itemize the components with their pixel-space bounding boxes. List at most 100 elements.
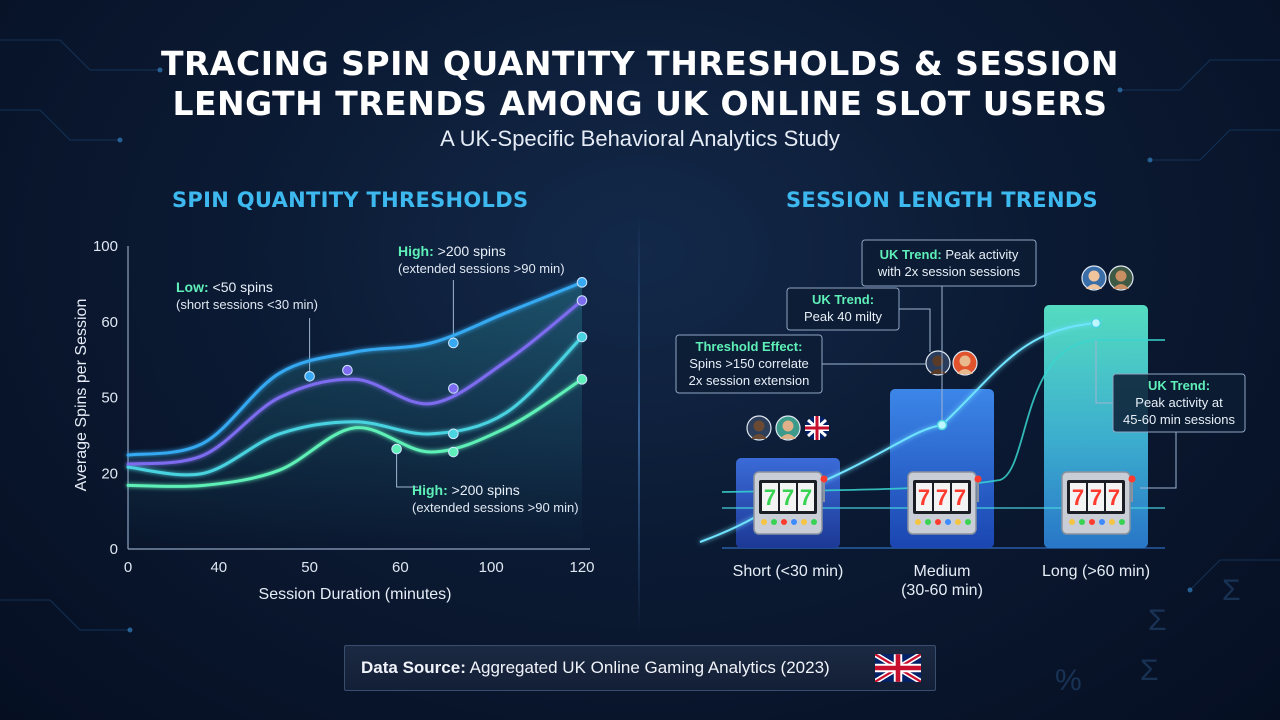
slot-button bbox=[791, 519, 797, 525]
slot-seven-glyph: 7 bbox=[800, 485, 812, 510]
data-point bbox=[304, 370, 315, 382]
annotation-bold: UK Trend: bbox=[812, 292, 874, 307]
data-source-label: Data Source: bbox=[361, 658, 466, 677]
slot-button bbox=[935, 519, 941, 525]
avatar-shoulders bbox=[780, 434, 796, 439]
avatar-head bbox=[959, 355, 971, 367]
annotation-label: High: >200 spins bbox=[398, 243, 506, 259]
annotation-bold: Low: bbox=[176, 279, 209, 295]
series-line-2 bbox=[126, 299, 584, 466]
annotation-bold: High: bbox=[398, 243, 434, 259]
data-point bbox=[391, 443, 402, 455]
avatar-head bbox=[782, 420, 794, 432]
annotation-bold: UK Trend: bbox=[1148, 378, 1210, 393]
data-point bbox=[576, 331, 588, 343]
slot-button bbox=[761, 519, 767, 525]
slot-reel bbox=[1106, 483, 1122, 511]
slot-button bbox=[1119, 519, 1125, 525]
slot-reel bbox=[780, 483, 796, 511]
slot-lever-knob bbox=[1128, 475, 1136, 483]
annotation-bold: Threshold Effect: bbox=[696, 339, 803, 354]
x-tick-label: 0 bbox=[124, 559, 132, 576]
trend-point bbox=[936, 419, 948, 431]
user-avatar-icon bbox=[775, 415, 801, 441]
annotation-sub: 45-60 min sessions bbox=[1123, 412, 1235, 427]
slot-seven-glyph: 7 bbox=[782, 485, 794, 510]
title-line-2: LENGTH TRENDS AMONG UK ONLINE SLOT USERS bbox=[172, 84, 1108, 123]
data-point bbox=[576, 374, 588, 385]
slot-reel bbox=[934, 483, 950, 511]
annotation-text: >200 spins bbox=[448, 482, 520, 498]
panel-divider bbox=[638, 215, 640, 635]
annotation-label: Low: <50 spins bbox=[176, 279, 273, 295]
annotation-text: Peak activity bbox=[945, 247, 1018, 262]
y-tick-label: 60 bbox=[101, 314, 118, 331]
series-line-1 bbox=[126, 280, 584, 457]
flag-cross-red bbox=[805, 416, 829, 440]
y-tick-label: 50 bbox=[101, 390, 118, 407]
annotation-box bbox=[786, 287, 900, 331]
slot-lever-knob bbox=[974, 475, 982, 483]
annotation-leader bbox=[1095, 340, 1177, 489]
slot-reel bbox=[916, 483, 932, 511]
x-tick-label: 40 bbox=[210, 559, 227, 576]
session-trends-title: SESSION LENGTH TRENDS bbox=[786, 188, 1098, 212]
slot-seven-glyph: 7 bbox=[954, 485, 966, 510]
data-point bbox=[448, 446, 459, 458]
avatar-shoulders bbox=[1086, 284, 1102, 289]
category-label: Long (>60 min) bbox=[1042, 563, 1150, 580]
user-avatar-icon bbox=[952, 350, 978, 376]
session-trend-line-secondary bbox=[721, 339, 1165, 493]
data-source-text: Data Source: Aggregated UK Online Gaming… bbox=[361, 658, 830, 678]
avatar-head bbox=[1115, 270, 1127, 282]
annotation-label: High: >200 spins bbox=[412, 482, 520, 498]
y-axis-label: Average Spins per Session bbox=[73, 299, 90, 492]
annotation-text: >200 spins bbox=[434, 243, 506, 259]
slot-reel bbox=[762, 483, 778, 511]
data-point bbox=[576, 277, 588, 288]
trend-point bbox=[1090, 317, 1102, 329]
page-title: TRACING SPIN QUANTITY THRESHOLDS & SESSI… bbox=[0, 44, 1280, 124]
avatar-head bbox=[932, 355, 944, 367]
x-tick-label: 60 bbox=[392, 559, 409, 576]
data-point bbox=[448, 383, 459, 394]
avatar-head bbox=[1088, 270, 1100, 282]
slot-button bbox=[1109, 519, 1115, 525]
annotation-box bbox=[675, 334, 823, 394]
slot-button bbox=[965, 519, 971, 525]
annotation-sub: with 2x session sessions bbox=[877, 264, 1021, 279]
slot-button bbox=[1079, 519, 1085, 525]
slot-seven-glyph: 7 bbox=[918, 485, 930, 510]
user-avatar-icon bbox=[746, 415, 772, 441]
page-subtitle: A UK-Specific Behavioral Analytics Study bbox=[440, 126, 840, 151]
data-point bbox=[448, 428, 459, 440]
annotation-bold: High: bbox=[412, 482, 448, 498]
svg-text:Σ: Σ bbox=[1148, 604, 1167, 637]
avatar-head bbox=[753, 420, 765, 432]
slot-button bbox=[925, 519, 931, 525]
x-tick-label: 50 bbox=[301, 559, 318, 576]
slot-seven-glyph: 7 bbox=[936, 485, 948, 510]
annotation-text: Peak activity at bbox=[1135, 395, 1223, 410]
slot-button bbox=[955, 519, 961, 525]
uk-flag-icon bbox=[875, 654, 921, 682]
uk-flag-icon bbox=[805, 416, 829, 440]
slot-seven-glyph: 7 bbox=[1090, 485, 1102, 510]
category-label: Short (<30 min) bbox=[733, 563, 844, 580]
slot-reel bbox=[798, 483, 814, 511]
slot-button bbox=[811, 519, 817, 525]
user-avatar-icon bbox=[1081, 265, 1107, 291]
data-source-value: Aggregated UK Online Gaming Analytics (2… bbox=[469, 658, 830, 677]
series-line-3 bbox=[126, 335, 584, 477]
slot-button bbox=[1069, 519, 1075, 525]
title-line-1: TRACING SPIN QUANTITY THRESHOLDS & SESSI… bbox=[161, 44, 1119, 83]
slot-button bbox=[771, 519, 777, 525]
slot-reel bbox=[1070, 483, 1086, 511]
spin-threshold-line-chart: 0 20 50 60 100 0 40 50 60 100 120 Session Duration … bbox=[73, 238, 595, 603]
slot-reel bbox=[952, 483, 968, 511]
series-area-fill bbox=[128, 282, 582, 549]
